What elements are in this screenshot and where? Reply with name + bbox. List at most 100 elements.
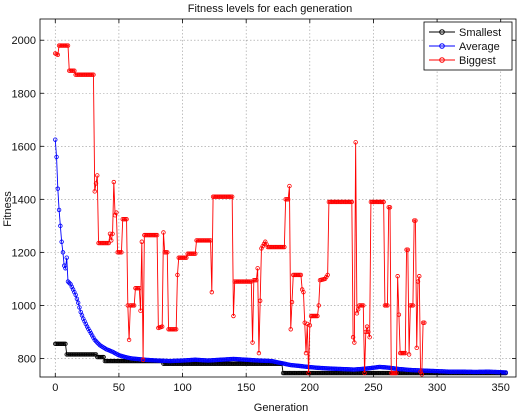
y-tick-label: 1000: [12, 300, 36, 312]
data-point: [91, 335, 96, 340]
legend-item-smallest: Smallest: [429, 27, 501, 39]
data-point: [123, 217, 128, 222]
legend-label: Biggest: [459, 55, 496, 67]
x-tick-label: 150: [237, 382, 255, 394]
data-point: [117, 250, 123, 255]
data-point: [285, 197, 291, 202]
data-point: [95, 173, 100, 178]
data-point: [107, 231, 113, 236]
y-tick-label: 1200: [12, 247, 36, 259]
data-point: [283, 197, 288, 202]
data-point: [355, 307, 361, 312]
data-point: [303, 350, 309, 356]
data-point: [259, 246, 264, 251]
data-point: [88, 331, 94, 336]
data-point: [55, 52, 61, 57]
data-point: [92, 352, 97, 357]
data-point: [383, 303, 389, 308]
data-point: [404, 247, 409, 252]
data-point: [130, 303, 136, 308]
data-point: [91, 72, 96, 77]
chart-title: Fitness levels for each generation: [188, 3, 352, 15]
data-point: [284, 197, 290, 202]
data-point: [405, 247, 411, 252]
data-point: [396, 312, 402, 317]
data-point: [415, 279, 421, 284]
data-point: [92, 337, 97, 343]
data-point: [282, 244, 287, 250]
data-point: [124, 217, 129, 222]
data-point: [181, 255, 187, 260]
data-point: [353, 140, 358, 145]
data-point: [77, 305, 82, 310]
data-point: [231, 313, 236, 319]
data-point: [381, 199, 386, 205]
data-point: [64, 255, 69, 260]
data-point: [184, 255, 189, 260]
data-point: [361, 303, 366, 308]
data-point: [306, 370, 311, 376]
data-point: [392, 370, 398, 376]
data-point: [378, 199, 384, 205]
data-point: [347, 199, 352, 205]
data-point: [98, 354, 104, 360]
data-point: [75, 300, 81, 305]
data-point: [191, 251, 197, 256]
data-point: [105, 240, 110, 246]
data-point: [254, 278, 259, 283]
legend-item-average: Average: [429, 41, 500, 53]
y-axis-label: Fitness: [2, 191, 14, 227]
data-point: [91, 352, 96, 357]
data-point: [406, 352, 412, 357]
data-point: [163, 250, 169, 255]
data-point: [126, 337, 132, 343]
data-point: [171, 327, 176, 332]
data-point: [61, 341, 67, 347]
legend-marker: [439, 29, 445, 35]
y-tick-label: 1400: [12, 194, 36, 206]
data-point: [503, 370, 509, 375]
data-point: [64, 43, 69, 48]
data-point: [116, 250, 122, 255]
data-point: [209, 289, 215, 295]
data-point: [65, 43, 71, 48]
data-point: [394, 370, 399, 376]
data-point: [364, 324, 370, 329]
data-point: [298, 272, 304, 278]
data-point: [72, 68, 77, 73]
legend-marker: [439, 43, 445, 49]
data-point: [88, 72, 94, 77]
series-line: [54, 139, 506, 373]
legend-item-biggest: Biggest: [429, 55, 496, 67]
data-point: [367, 335, 372, 340]
data-point: [172, 327, 178, 332]
x-axis-label: Generation: [254, 402, 308, 414]
data-point: [420, 320, 426, 325]
y-tick-label: 2000: [12, 35, 36, 47]
data-point: [289, 299, 295, 305]
data-point: [247, 279, 253, 284]
data-point: [54, 154, 59, 160]
data-point: [307, 323, 313, 328]
data-point: [190, 251, 195, 256]
data-point: [358, 303, 363, 308]
data-point: [312, 313, 318, 319]
x-tick-label: 300: [428, 382, 446, 394]
data-point: [106, 240, 111, 246]
data-point: [350, 335, 356, 340]
series-markers: [53, 137, 509, 375]
data-point: [413, 218, 418, 223]
data-point: [110, 231, 115, 236]
data-point: [325, 272, 330, 278]
data-point: [316, 303, 321, 308]
data-point: [385, 303, 390, 308]
data-point: [159, 324, 165, 329]
data-point: [162, 250, 167, 255]
data-point: [228, 194, 234, 199]
y-tick-label: 800: [18, 353, 36, 365]
data-point: [152, 232, 157, 238]
data-point: [208, 238, 213, 243]
data-point: [257, 298, 263, 303]
series-biggest: [53, 43, 427, 377]
